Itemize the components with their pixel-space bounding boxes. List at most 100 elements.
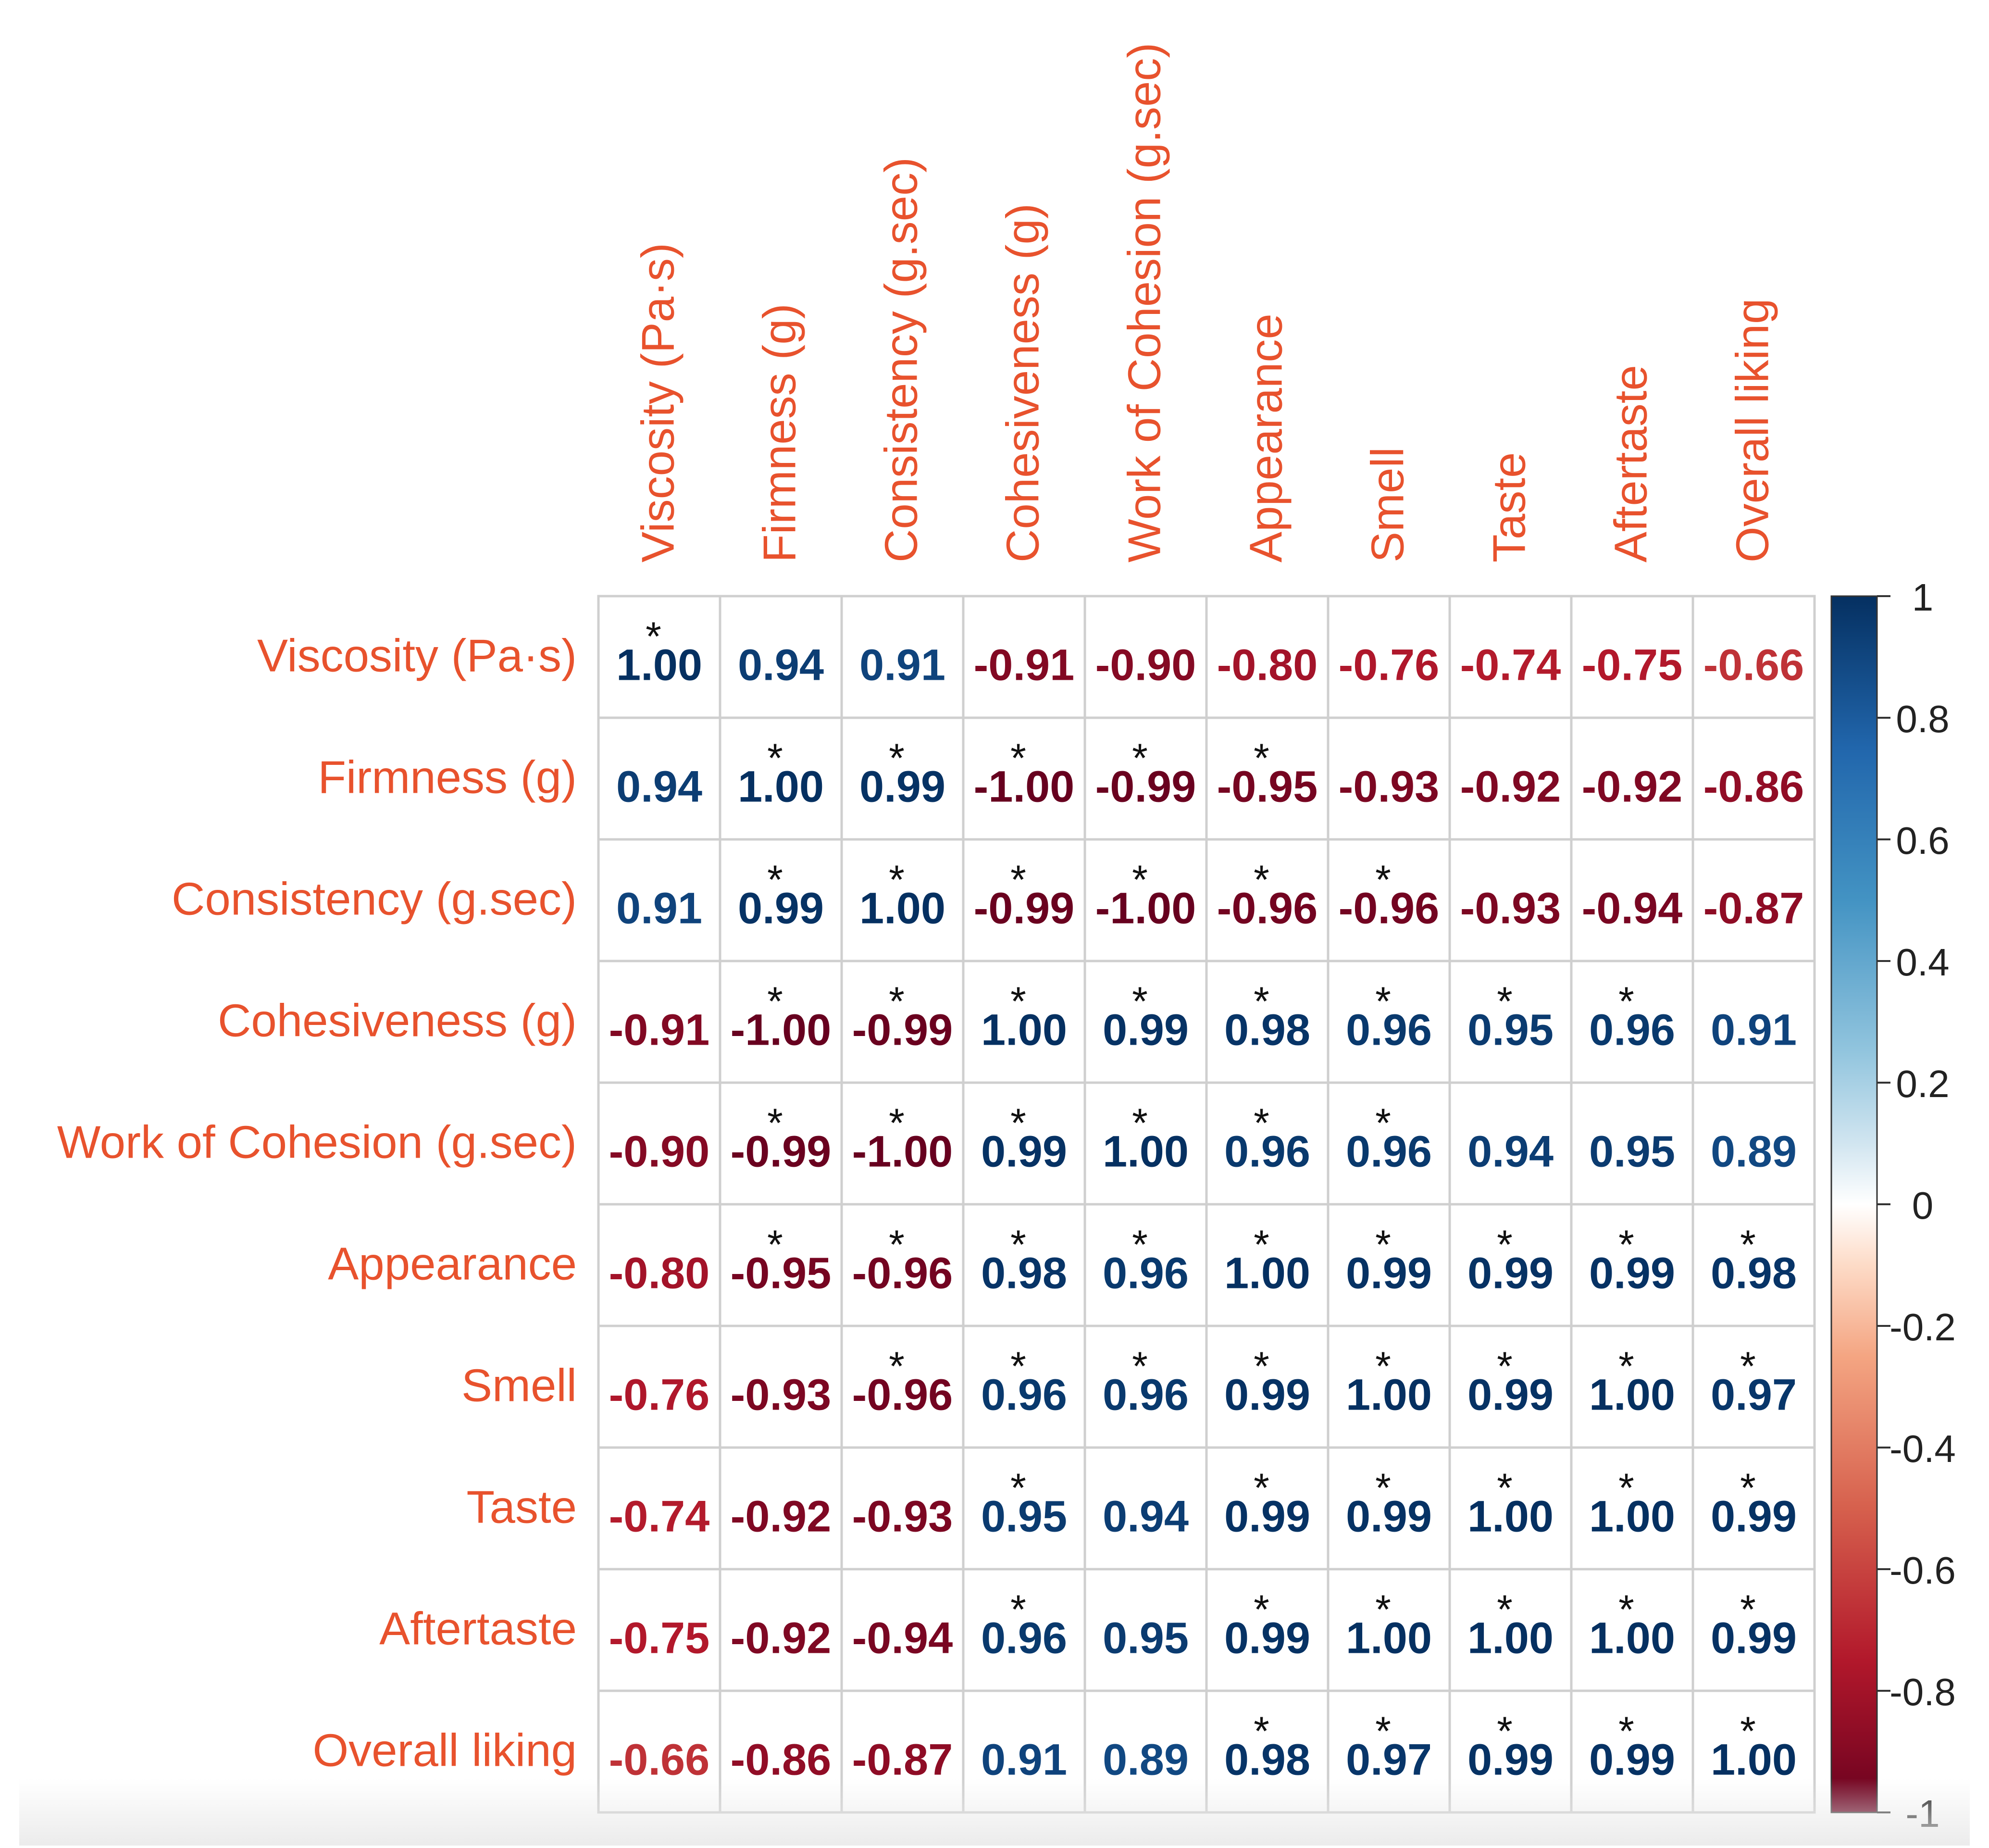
- cell-value: -0.76: [1339, 641, 1440, 690]
- cell-value: 0.99: [1346, 1492, 1432, 1541]
- significance-marker: *: [767, 1100, 783, 1146]
- cell-value: 0.91: [981, 1736, 1067, 1785]
- cell-value: -1.00: [852, 1127, 953, 1176]
- column-label: Consistency (g.sec): [876, 157, 927, 562]
- significance-marker: *: [1254, 1709, 1269, 1754]
- significance-marker: *: [1618, 1709, 1634, 1754]
- cell-value: 0.99: [1589, 1249, 1675, 1298]
- significance-marker: *: [889, 857, 905, 902]
- cell-value: -0.92: [731, 1492, 832, 1541]
- significance-marker: *: [1132, 1100, 1148, 1146]
- cell-value: 0.95: [1467, 1006, 1554, 1055]
- significance-marker: *: [1010, 1222, 1026, 1267]
- cell-value: -0.99: [731, 1127, 832, 1176]
- cell-value: -0.94: [1582, 884, 1683, 933]
- cell-value: 1.00: [1589, 1614, 1675, 1663]
- cell-value: 0.91: [616, 884, 702, 933]
- significance-marker: *: [1254, 979, 1269, 1024]
- row-label: Appearance: [328, 1238, 577, 1290]
- cell-value: 0.99: [1103, 1006, 1189, 1055]
- significance-marker: *: [1010, 736, 1026, 781]
- row-label: Cohesiveness (g): [218, 995, 577, 1047]
- significance-marker: *: [767, 736, 783, 781]
- cell-value: -0.66: [1703, 641, 1804, 690]
- cell-value: 0.94: [1103, 1492, 1189, 1541]
- column-label: Smell: [1362, 447, 1414, 562]
- cell-value: -0.87: [852, 1736, 953, 1785]
- row-label: Taste: [467, 1482, 577, 1533]
- cell-value: 1.00: [1589, 1371, 1675, 1420]
- legend-tick-label: -0.6: [1890, 1549, 1956, 1592]
- cell-value: 0.99: [1711, 1492, 1797, 1541]
- cell-value: 0.98: [1224, 1736, 1310, 1785]
- cell-value: 1.00: [1224, 1249, 1310, 1298]
- significance-marker: *: [1497, 1587, 1513, 1632]
- cell-value: -0.90: [1095, 641, 1196, 690]
- cell-value: 0.96: [1346, 1127, 1432, 1176]
- significance-marker: *: [1132, 1344, 1148, 1389]
- cell-value: 0.89: [1711, 1127, 1797, 1176]
- row-label: Viscosity (Pa·s): [257, 630, 577, 682]
- significance-marker: *: [1254, 1100, 1269, 1146]
- cell-value: 0.96: [1103, 1249, 1189, 1298]
- row-label: Smell: [461, 1360, 577, 1411]
- significance-marker: *: [1132, 979, 1148, 1024]
- cell-value: -0.95: [1217, 762, 1318, 812]
- cell-value: 0.99: [1346, 1249, 1432, 1298]
- cell-value: 0.96: [1224, 1127, 1310, 1176]
- cell-value: -0.74: [1460, 641, 1561, 690]
- significance-marker: *: [1010, 857, 1026, 902]
- significance-marker: *: [1375, 1587, 1391, 1632]
- significance-marker: *: [1740, 1465, 1756, 1511]
- cell-value: 0.97: [1711, 1371, 1797, 1420]
- cell-value: 0.96: [1346, 1006, 1432, 1055]
- significance-marker: *: [1254, 1344, 1269, 1389]
- cell-value: -0.96: [1339, 884, 1440, 933]
- cell-value: 0.99: [1589, 1736, 1675, 1785]
- significance-marker: *: [1375, 1465, 1391, 1511]
- cell-value: -0.76: [609, 1371, 710, 1420]
- legend-tick-label: -0.8: [1890, 1671, 1956, 1713]
- cell-value: 1.00: [1589, 1492, 1675, 1541]
- significance-marker: *: [1375, 1709, 1391, 1754]
- significance-marker: *: [1254, 736, 1269, 781]
- cell-value: 0.99: [859, 762, 945, 812]
- cell-value: 1.00: [1346, 1371, 1432, 1420]
- cell-value: 0.96: [981, 1371, 1067, 1420]
- significance-marker: *: [1740, 1222, 1756, 1267]
- column-label: Taste: [1484, 452, 1535, 562]
- legend-tick-label: 0.6: [1896, 819, 1949, 862]
- cell-value: 0.89: [1103, 1736, 1189, 1785]
- legend-tick-label: -0.2: [1890, 1306, 1956, 1349]
- cell-value: 0.99: [1224, 1371, 1310, 1420]
- cell-value: -0.96: [852, 1249, 953, 1298]
- significance-marker: *: [1254, 1465, 1269, 1511]
- significance-marker: *: [1375, 1222, 1391, 1267]
- significance-marker: *: [889, 736, 905, 781]
- cell-value: 0.98: [981, 1249, 1067, 1298]
- cell-value: 0.96: [1589, 1006, 1675, 1055]
- significance-marker: *: [1010, 1344, 1026, 1389]
- cell-value: 0.99: [1224, 1614, 1310, 1663]
- cell-value: -0.86: [1703, 762, 1804, 812]
- significance-marker: *: [767, 857, 783, 902]
- cell-value: -1.00: [974, 762, 1075, 812]
- cell-value: 0.94: [616, 762, 702, 812]
- cell-value: 0.96: [981, 1614, 1067, 1663]
- cell-value: 1.00: [738, 762, 824, 812]
- cell-value: 0.99: [1711, 1614, 1797, 1663]
- cell-value: -1.00: [731, 1006, 832, 1055]
- cell-value: -0.80: [1217, 641, 1318, 690]
- significance-marker: *: [889, 979, 905, 1024]
- significance-marker: *: [1497, 1465, 1513, 1511]
- cell-value: -0.74: [609, 1492, 710, 1541]
- significance-marker: *: [1497, 979, 1513, 1024]
- cell-value: 1.00: [981, 1006, 1067, 1055]
- significance-marker: *: [1010, 1100, 1026, 1146]
- significance-marker: *: [1010, 979, 1026, 1024]
- row-label: Firmness (g): [318, 752, 577, 803]
- cell-value: -0.75: [609, 1614, 710, 1663]
- cell-value: 0.99: [738, 884, 824, 933]
- cell-value: -0.95: [731, 1249, 832, 1298]
